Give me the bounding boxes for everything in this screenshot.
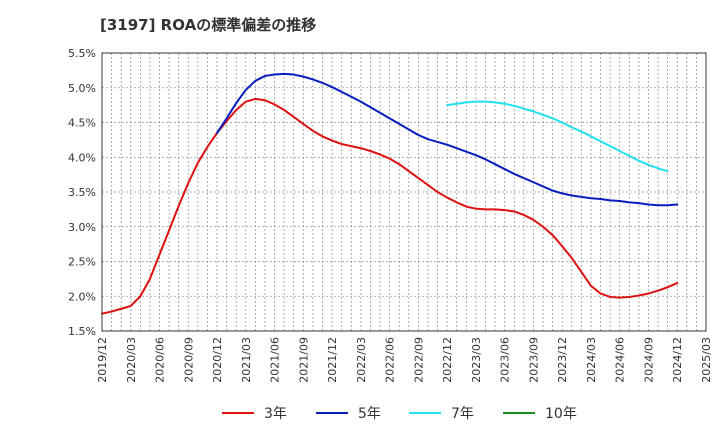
y-tick-label: 5.0% bbox=[68, 82, 96, 95]
y-tick-label: 2.0% bbox=[68, 290, 96, 303]
x-tick-label: 2020/09 bbox=[182, 337, 195, 383]
x-tick-label: 2023/09 bbox=[527, 337, 540, 383]
y-tick-label: 4.0% bbox=[68, 151, 96, 164]
x-tick-label: 2021/12 bbox=[326, 337, 339, 383]
y-tick-label: 3.0% bbox=[68, 221, 96, 234]
x-tick-label: 2023/03 bbox=[470, 337, 483, 383]
y-tick-label: 2.5% bbox=[68, 256, 96, 269]
y-tick-label: 3.5% bbox=[68, 186, 96, 199]
x-tick-label: 2024/12 bbox=[671, 337, 684, 383]
x-axis-ticks: 2019/12 2020/03 2020/06 2020/09 2020/12 2021/… bbox=[96, 337, 713, 383]
y-tick-label: 1.5% bbox=[68, 325, 96, 338]
x-tick-label: 2024/06 bbox=[614, 337, 627, 383]
x-tick-label: 2020/12 bbox=[211, 337, 224, 383]
y-tick-label: 4.5% bbox=[68, 117, 96, 130]
x-tick-label: 2021/06 bbox=[269, 337, 282, 383]
series-line-3 bbox=[446, 100, 669, 173]
x-tick-label: 2022/09 bbox=[412, 337, 425, 383]
y-axis-ticks: 1.5% 2.0% 2.5% 3.0% 3.5% 4.0% 4.5% 5.0% 5.5% bbox=[68, 47, 96, 338]
series-line-2 bbox=[216, 72, 679, 207]
y-tick-label: 5.5% bbox=[68, 47, 96, 60]
x-tick-label: 2021/03 bbox=[240, 337, 253, 383]
series-line-1 bbox=[101, 97, 679, 315]
x-tick-label: 2019/12 bbox=[96, 337, 109, 383]
x-tick-label: 2020/03 bbox=[125, 337, 138, 383]
series-lines bbox=[101, 72, 679, 315]
chart-title: [3197] ROAの標準偏差の推移 bbox=[100, 16, 317, 34]
legend-label: 3年 bbox=[264, 406, 287, 422]
x-tick-label: 2021/09 bbox=[297, 337, 310, 383]
x-tick-label: 2025/03 bbox=[700, 337, 713, 383]
x-tick-label: 2022/06 bbox=[384, 337, 397, 383]
x-tick-label: 2024/03 bbox=[585, 337, 598, 383]
legend-label: 7年 bbox=[451, 406, 474, 422]
x-tick-label: 2022/03 bbox=[355, 337, 368, 383]
x-tick-label: 2022/12 bbox=[441, 337, 454, 383]
x-tick-label: 2024/09 bbox=[642, 337, 655, 383]
x-tick-label: 2023/06 bbox=[499, 337, 512, 383]
legend: 3年 5年 7年 10年 bbox=[222, 406, 577, 422]
x-tick-label: 2023/12 bbox=[556, 337, 569, 383]
legend-label: 5年 bbox=[358, 406, 381, 422]
x-tick-label: 2020/06 bbox=[154, 337, 167, 383]
plot-border bbox=[101, 52, 707, 332]
legend-label: 10年 bbox=[545, 406, 577, 422]
